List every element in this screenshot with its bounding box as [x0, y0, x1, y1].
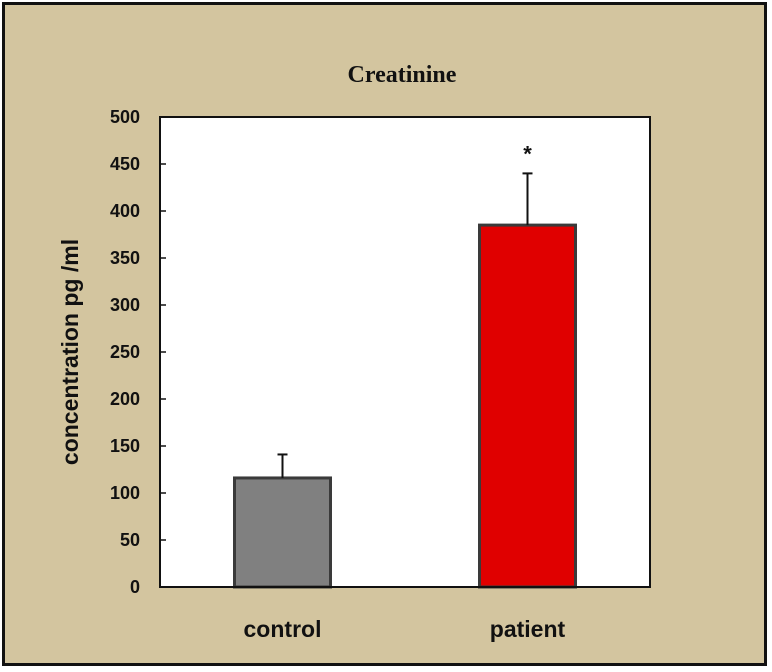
y-tick-label: 500	[110, 107, 140, 127]
chart-title: Creatinine	[348, 62, 457, 88]
y-tick-label: 50	[120, 530, 140, 550]
bar-patient	[478, 223, 577, 589]
y-axis-label: concentration pg /ml	[57, 239, 83, 465]
x-axis-labels: control patient	[244, 616, 566, 642]
y-tick-label: 200	[110, 389, 140, 409]
y-tick-label: 350	[110, 248, 140, 268]
y-tick-label: 300	[110, 295, 140, 315]
bars: *	[233, 141, 577, 589]
bar-control	[233, 476, 332, 589]
y-tick-label: 150	[110, 436, 140, 456]
y-tick-label: 100	[110, 483, 140, 503]
y-axis-ticks: 0 50 100 150 200 250 300 350 400 450 500	[110, 107, 166, 597]
y-tick-label: 400	[110, 201, 140, 221]
y-tick-label: 0	[130, 577, 140, 597]
y-tick-label: 450	[110, 154, 140, 174]
significance-marker: *	[523, 141, 532, 166]
x-tick-label-control: control	[244, 616, 322, 642]
y-tick-label: 250	[110, 342, 140, 362]
x-tick-label-patient: patient	[490, 616, 566, 642]
